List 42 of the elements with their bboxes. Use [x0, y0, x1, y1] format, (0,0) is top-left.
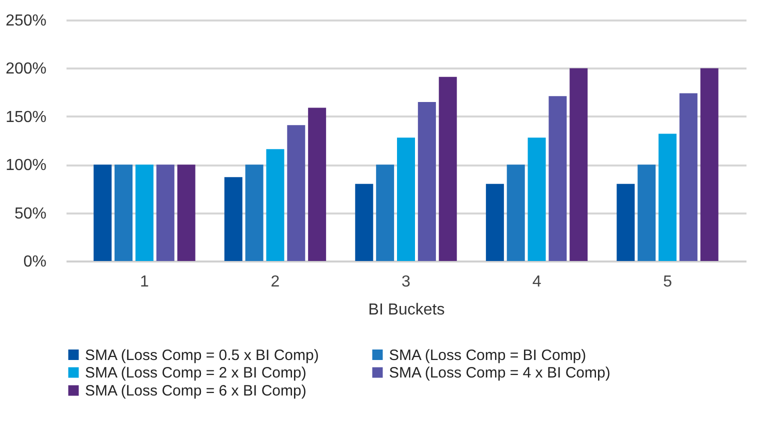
- bar: [177, 164, 196, 261]
- bar: [638, 164, 656, 261]
- legend-label: SMA (Loss Comp = 6 x BI Comp): [85, 382, 306, 400]
- bar: [135, 164, 154, 261]
- bar: [700, 68, 718, 261]
- x-tick-label: 5: [663, 274, 672, 290]
- x-tick-label: 4: [532, 274, 542, 290]
- x-tick-label: 2: [270, 274, 280, 290]
- bar: [308, 108, 326, 261]
- x-tick-label: 3: [402, 274, 411, 290]
- y-tick-label: 50%: [14, 205, 46, 222]
- y-tick-label: 0%: [23, 254, 46, 270]
- bar: [570, 68, 588, 261]
- bar: [486, 184, 504, 261]
- bar: [355, 184, 374, 261]
- bar: [397, 138, 415, 261]
- y-tick-label: 150%: [6, 108, 46, 126]
- bar: [266, 149, 284, 261]
- legend-label: SMA (Loss Comp = 4 x BI Comp): [389, 364, 610, 382]
- y-tick-label: 250%: [6, 12, 46, 30]
- legend-label: SMA (Loss Comp = BI Comp): [389, 346, 586, 364]
- bar: [287, 125, 306, 261]
- bar: [548, 96, 567, 261]
- bar: [528, 138, 546, 261]
- bar: [679, 93, 698, 261]
- legend-label: SMA (Loss Comp = 0.5 x BI Comp): [85, 346, 319, 364]
- bar: [156, 164, 174, 261]
- legend-label: SMA (Loss Comp = 2 x BI Comp): [85, 364, 306, 382]
- y-tick-label: 100%: [6, 157, 46, 174]
- x-axis-title: BI Buckets: [368, 302, 445, 318]
- bar: [94, 164, 112, 261]
- x-tick-label: 1: [140, 274, 150, 290]
- bar: [114, 164, 133, 261]
- bar: [506, 164, 525, 261]
- bar: [376, 164, 394, 261]
- bar: [245, 164, 264, 261]
- bar: [224, 177, 242, 261]
- bar: [438, 76, 457, 261]
- y-tick-label: 200%: [6, 60, 46, 78]
- bar: [658, 134, 677, 261]
- bar: [616, 184, 635, 261]
- bar: [418, 102, 436, 261]
